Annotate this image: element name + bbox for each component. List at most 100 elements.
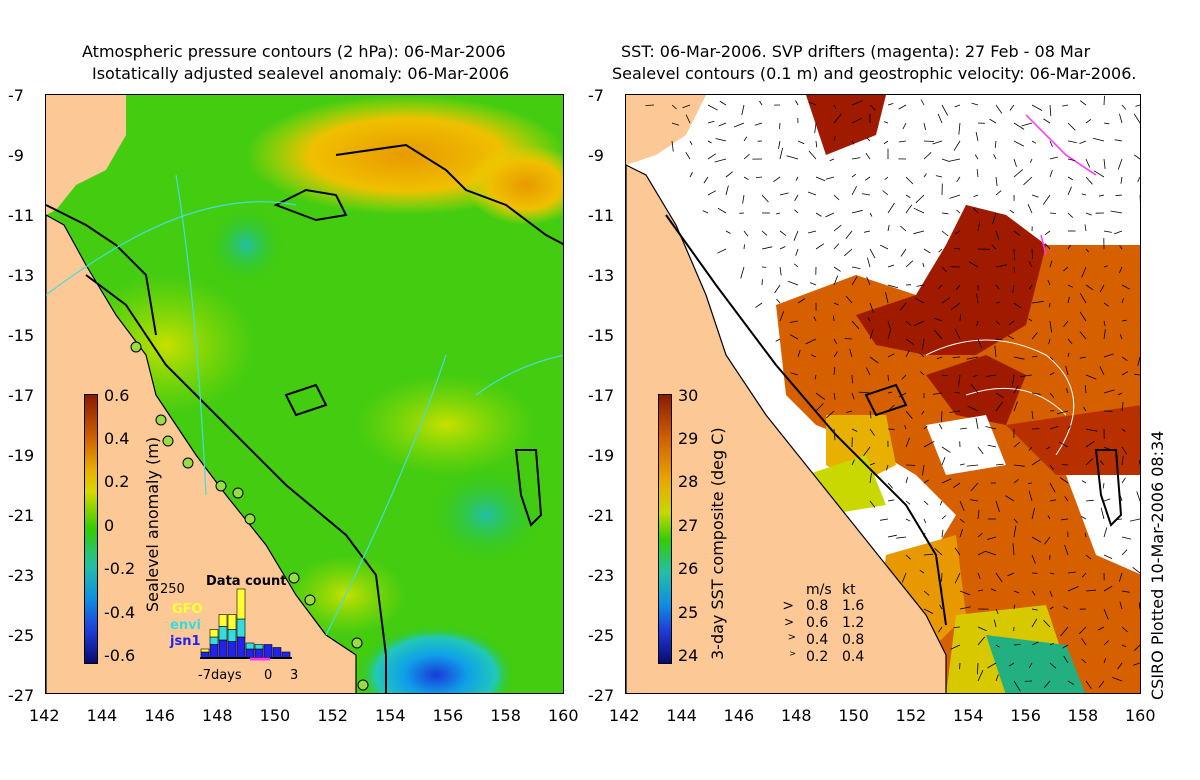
x-axis-tick-label: 150 — [259, 706, 291, 725]
velocity-arrow — [833, 428, 836, 441]
velocity-arrow — [797, 349, 801, 358]
velocity-arrow — [1099, 284, 1105, 293]
velocity-arrow — [805, 338, 817, 345]
velocity-arrow — [1103, 95, 1105, 106]
velocity-arrow — [1067, 425, 1071, 430]
velocity-arrow — [776, 298, 781, 304]
velocity-arrow — [1117, 392, 1123, 396]
data-count-bar-envi — [236, 618, 246, 638]
velocity-arrow — [725, 230, 731, 234]
velocity-arrow — [1121, 477, 1126, 484]
velocity-arrow — [883, 121, 889, 124]
velocity-arrow — [865, 152, 871, 160]
velocity-arrow — [1067, 158, 1075, 161]
sst-colorbar-tick: 30 — [678, 386, 699, 405]
velocity-arrow — [1067, 338, 1073, 345]
velocity-arrow — [1031, 300, 1044, 304]
velocity-arrow — [1115, 194, 1123, 197]
velocity-arrow — [1013, 266, 1016, 273]
velocity-arrow — [995, 190, 1002, 196]
y-axis-tick-label: -19 — [8, 446, 35, 465]
velocity-arrow — [779, 147, 783, 160]
velocity-arrow — [941, 212, 949, 215]
velocity-arrow — [1121, 428, 1126, 432]
velocity-arrow — [779, 230, 787, 236]
velocity-arrow — [900, 225, 907, 232]
velocity-arrow — [815, 392, 826, 400]
data-count-bar-gfo — [200, 648, 210, 653]
velocity-arrow — [995, 230, 1000, 241]
velocity-arrow — [1049, 482, 1056, 493]
velocity-arrow — [1103, 446, 1112, 451]
velocity-arrow — [1117, 518, 1123, 520]
velocity-arrow — [1028, 446, 1033, 451]
velocity-arrow — [1103, 527, 1108, 538]
velocity-arrow — [1079, 626, 1087, 635]
velocity-arrow — [954, 547, 961, 556]
velocity-arrow — [807, 191, 817, 196]
velocity-arrow — [887, 329, 892, 340]
data-count-bar-jsn1 — [263, 644, 273, 659]
velocity-arrow — [977, 626, 987, 632]
velocity-arrow — [1134, 373, 1140, 376]
velocity-arrow — [977, 572, 981, 580]
velocity-arrow — [941, 158, 949, 162]
velocity-arrow — [959, 427, 967, 430]
velocity-arrow — [813, 316, 817, 322]
velocity-arrow — [887, 534, 897, 538]
y-axis-tick-label: -7 — [8, 86, 24, 105]
velocity-arrow — [887, 284, 899, 289]
velocity-arrow — [935, 175, 943, 178]
y-axis-tick-label: -21 — [8, 506, 35, 525]
velocity-arrow — [869, 104, 876, 111]
velocity-arrow — [1103, 320, 1106, 327]
velocity-arrow — [995, 104, 1003, 114]
velocity-arrow — [923, 140, 935, 142]
data-count-bar-envi — [227, 629, 237, 642]
velocity-arrow — [968, 261, 979, 268]
velocity-arrow — [1013, 401, 1018, 412]
legend-envi: envi — [170, 618, 202, 633]
velocity-arrow — [707, 153, 717, 160]
y-axis-tick-label: -27 — [8, 686, 35, 705]
sla-colorbar-tick: 0 — [104, 516, 115, 535]
velocity-arrow — [869, 356, 879, 364]
velocity-arrow — [1067, 212, 1074, 218]
velocity-arrow — [1085, 248, 1090, 253]
velocity-arrow — [1067, 122, 1076, 131]
velocity-arrow — [1081, 193, 1087, 196]
velocity-arrow — [1007, 335, 1015, 340]
velocity-arrow — [1047, 515, 1051, 520]
x-axis-tick-label: 146 — [723, 706, 755, 725]
velocity-arrow — [1049, 606, 1054, 610]
velocity-arrow — [941, 297, 951, 304]
velocity-arrow — [1084, 532, 1087, 538]
velocity-arrow — [1049, 372, 1055, 376]
velocity-arrow — [1031, 392, 1041, 395]
velocity-arrow — [1139, 681, 1140, 682]
velocity-arrow — [1139, 303, 1140, 304]
velocity-arrow — [1013, 604, 1016, 610]
velocity-arrow — [851, 209, 863, 214]
velocity-arrow — [1029, 284, 1033, 290]
velocity-arrow — [795, 248, 799, 256]
velocity-arrow — [1063, 266, 1069, 272]
velocity-arrow — [778, 140, 781, 149]
velocity-legend-kt: 0.8 — [842, 632, 865, 648]
velocity-arrow — [1031, 104, 1043, 111]
velocity-arrow — [1011, 374, 1015, 387]
velocity-arrow — [1081, 638, 1087, 646]
velocity-arrow — [1139, 266, 1140, 267]
velocity-arrow — [939, 604, 943, 610]
velocity-arrow — [1049, 590, 1053, 597]
right-title-line2: Sealevel contours (0.1 m) and geostrophi… — [612, 64, 1137, 83]
velocity-legend-ms-header: m/s — [806, 582, 832, 598]
velocity-arrow — [779, 122, 781, 129]
velocity-arrow — [977, 446, 984, 455]
velocity-arrow — [1103, 554, 1113, 559]
velocity-arrow — [1065, 365, 1069, 376]
velocity-arrow — [901, 572, 907, 583]
y-axis-tick-label: -17 — [588, 386, 615, 405]
velocity-arrow — [970, 482, 979, 492]
velocity-arrow — [851, 140, 855, 145]
